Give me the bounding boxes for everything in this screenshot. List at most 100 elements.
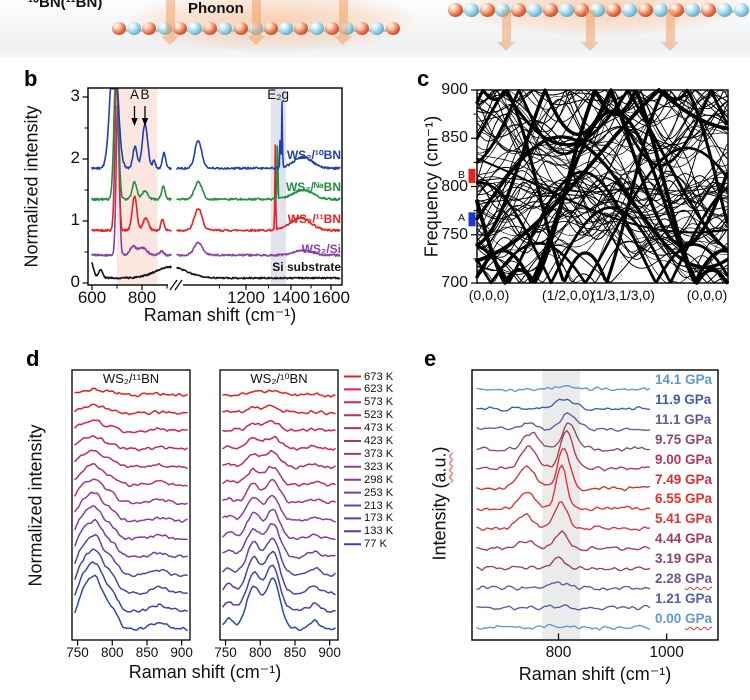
e-pressure-label: 6.55 GPa	[655, 491, 713, 507]
e-pressure-label: 4.44 GPa	[655, 531, 712, 547]
b-annotation-b: B	[140, 87, 150, 102]
atom-nitrogen	[370, 22, 385, 35]
schematic-panel-a: ¹⁰BN(¹¹BN) Phonon	[0, 0, 750, 58]
atom-boron	[203, 22, 218, 35]
c-phonon-band	[476, 189, 728, 219]
e-spectrum-curve	[476, 464, 651, 512]
d-spectrum-curve	[222, 435, 336, 451]
e-spectrum-curve	[476, 501, 651, 532]
b-spectrum-curve	[176, 266, 341, 280]
d-spectrum-curve	[222, 550, 336, 596]
phonon-arrow-head-icon	[161, 36, 179, 45]
b-xtick-label: 800	[127, 288, 157, 307]
e-pressure-label: 9.00 GPa	[655, 451, 712, 468]
c-phonon-band	[476, 114, 728, 205]
e-pressure-value: 5.41	[655, 511, 686, 527]
e-pressure-label: 3.19 GPa	[655, 551, 712, 567]
d-legend-label: 573 K	[364, 396, 394, 409]
e-yaxis-label-pre: Intensity (	[429, 482, 450, 561]
e-pressure-label: 11.1 GPa	[655, 412, 711, 428]
e-pressure-unit: GPa	[685, 511, 713, 527]
d-legend-label: 423 K	[364, 435, 394, 447]
c-ytick-label: 750	[441, 225, 468, 243]
d-spectrum-curve	[222, 478, 336, 505]
d-subpanel-title: WS₂/¹¹BN	[102, 371, 160, 386]
c-ytick-label: 800	[441, 177, 468, 195]
b-spectrum-curve	[91, 88, 172, 233]
e-pressure-value: 6.55	[655, 491, 686, 507]
b-xtick-label: 1200	[227, 288, 265, 307]
b-ytick-label: 1	[70, 210, 80, 229]
d-legend-label: 173 K	[364, 512, 394, 525]
phonon-arrow-shaft	[665, 10, 675, 42]
d-legend-label: 77 K	[364, 538, 388, 551]
c-ytick-label: 900	[441, 81, 468, 98]
d-spectrum-curve	[74, 561, 188, 613]
atom-nitrogen	[279, 22, 294, 35]
c-ytick-label: 700	[441, 274, 468, 291]
e-spectrum-curve	[476, 447, 651, 492]
e-yaxis-label-au: a.u.	[429, 452, 450, 483]
b-series-label: WS₂/Si	[301, 242, 341, 256]
atom-nitrogen	[685, 3, 700, 17]
b-ytick-label: 2	[70, 148, 80, 167]
e-pressure-value: 14.1	[655, 372, 686, 387]
b-spectrum-curve	[91, 88, 172, 171]
c-phonon-band	[476, 178, 728, 275]
phonon-arrow-head-icon	[661, 42, 679, 51]
d-spectrum-curve	[74, 387, 188, 398]
d-legend-label: 623 K	[364, 383, 394, 396]
d-spectrum-curve	[74, 403, 188, 416]
e-pressure-value: 9.00	[655, 451, 686, 467]
d-legend-label: 373 K	[364, 447, 394, 460]
atom-nitrogen	[653, 3, 669, 17]
e-pressure-unit: GPa	[685, 491, 713, 507]
b-series-label: WS₂/¹¹BN	[287, 212, 341, 226]
atom-nitrogen	[716, 3, 732, 17]
c-ytick-label: 850	[441, 129, 468, 147]
c-phonon-band	[476, 89, 728, 163]
b-axis-break-mask	[168, 281, 183, 289]
d-spectrum-curve	[222, 449, 336, 470]
d-spectrum-curve	[74, 518, 188, 559]
b-axis-break-mark	[174, 279, 183, 291]
e-pressure-value: 2.28	[655, 571, 686, 586]
atom-nitrogen	[527, 3, 542, 17]
atom-boron	[385, 22, 400, 35]
b-spectrum-curve	[176, 144, 341, 233]
e-pressure-label: 14.1 GPa	[655, 372, 712, 388]
b-shaded-band	[117, 89, 158, 284]
atom-boron	[542, 3, 558, 17]
b-series-label: WS₂/ᴺᵃBN	[285, 180, 341, 194]
c-phonon-band	[476, 141, 728, 232]
d-spectrum-curve	[74, 478, 188, 506]
d-spectrum-curve	[74, 462, 188, 488]
e-pressure-label: 2.28 GPa	[655, 571, 712, 587]
d-legend-label: 213 K	[364, 499, 394, 512]
c-phonon-band	[476, 136, 728, 233]
c-xtick-label: (1/3,1/3,0)	[591, 287, 655, 303]
panel-letter-d: d	[26, 346, 40, 371]
b-series-label: WS₂/¹⁰BN	[286, 148, 341, 162]
b-axis-break-mark	[169, 279, 178, 291]
atom-boron	[324, 22, 339, 35]
b-annotation-arrowhead-icon	[141, 118, 149, 126]
atom-boron	[637, 3, 653, 17]
e-plot-frame	[471, 369, 719, 641]
d-xtick-label: 850	[135, 645, 159, 660]
d-legend-label: 673 K	[364, 370, 394, 383]
atom-boron	[172, 22, 187, 35]
e-pressure-value: 7.49	[655, 471, 686, 487]
atom-boron	[142, 22, 157, 35]
bn-isotope-label: ¹⁰BN(¹¹BN)	[28, 0, 103, 11]
e-yaxis-label-post: )	[429, 446, 450, 453]
e-spectrum-curve	[476, 412, 651, 432]
d-spectrum-curve	[74, 435, 188, 452]
e-spectrum-curve	[476, 530, 651, 552]
e-xaxis-label: Raman shift (cm⁻¹)	[518, 664, 672, 684]
e-spectrum-curve	[476, 422, 651, 452]
d-spectrum-curve	[74, 574, 188, 632]
b-spectrum-curve	[176, 145, 341, 202]
